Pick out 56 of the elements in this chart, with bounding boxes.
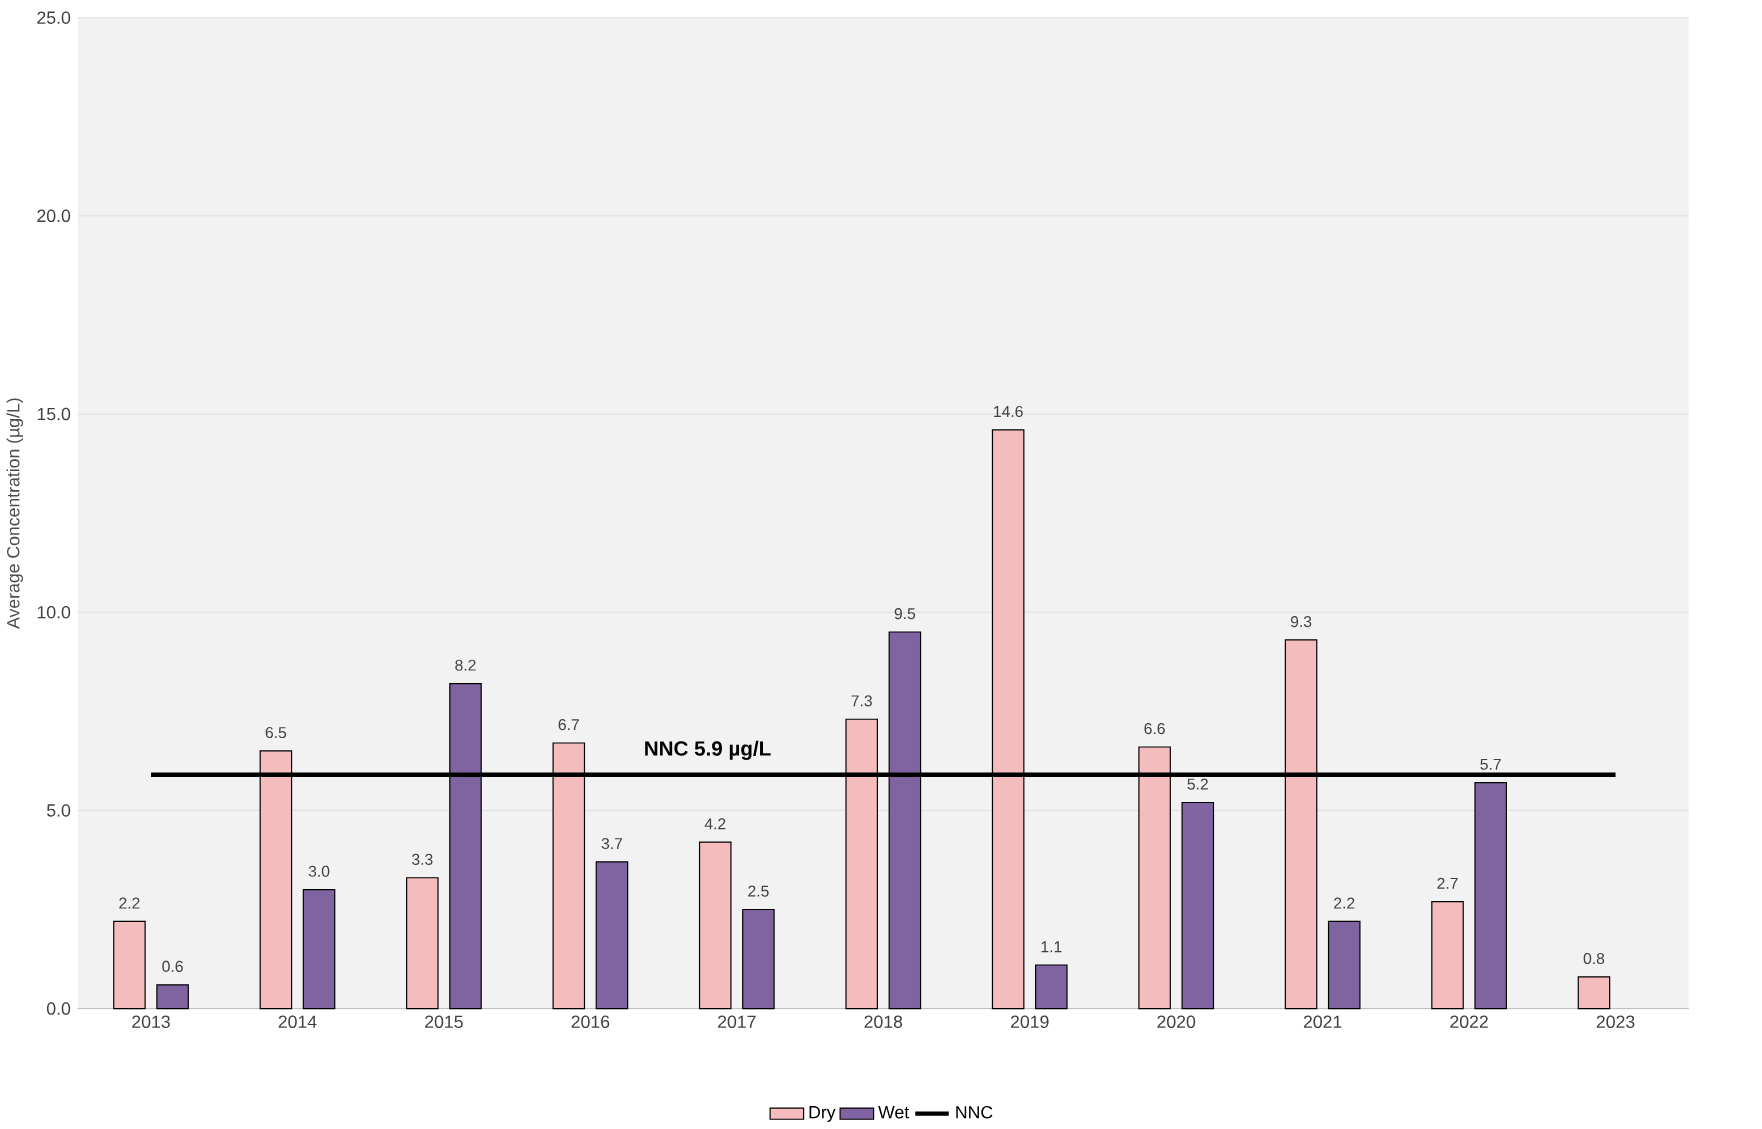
data-label: 6.5 bbox=[265, 726, 287, 739]
data-label: 0.6 bbox=[162, 960, 183, 972]
data-label: 3.3 bbox=[412, 853, 433, 865]
bar bbox=[595, 861, 629, 1010]
data-label: 2.2 bbox=[119, 897, 140, 909]
data-label: 6.7 bbox=[558, 719, 579, 731]
bar bbox=[1181, 801, 1215, 1010]
bar bbox=[1035, 964, 1068, 1010]
legend-label: NNC bbox=[956, 1105, 993, 1119]
bar bbox=[1474, 782, 1507, 1010]
data-label: 6.6 bbox=[1144, 722, 1165, 735]
x-tick-label: 2019 bbox=[1010, 1015, 1049, 1028]
x-tick-label: 2017 bbox=[718, 1015, 756, 1028]
data-label: 5.2 bbox=[1187, 778, 1208, 790]
bar bbox=[156, 984, 189, 1010]
data-label: 2.5 bbox=[748, 885, 769, 897]
data-label: 9.5 bbox=[894, 608, 916, 620]
x-tick-label: 2022 bbox=[1450, 1015, 1488, 1028]
data-label: 3.7 bbox=[601, 837, 623, 850]
data-label: 3.0 bbox=[308, 865, 330, 877]
y-tick-label: 15.0 bbox=[37, 407, 71, 421]
y-tick-label: 20.0 bbox=[37, 209, 71, 223]
x-tick-label: 2015 bbox=[425, 1015, 463, 1028]
x-tick-label: 2013 bbox=[132, 1015, 170, 1028]
y-tick-label: 25.0 bbox=[37, 11, 71, 24]
bar bbox=[1431, 900, 1464, 1010]
x-tick-label: 2021 bbox=[1303, 1015, 1342, 1028]
data-label: 8.2 bbox=[455, 659, 476, 671]
data-label: 4.2 bbox=[704, 818, 726, 830]
x-tick-label: 2018 bbox=[864, 1015, 903, 1028]
data-label: 0.8 bbox=[1583, 952, 1605, 964]
data-label: 1.1 bbox=[1041, 941, 1062, 953]
annotation: NNC 5.9 µg/L bbox=[645, 740, 771, 760]
x-tick-label: 2023 bbox=[1596, 1015, 1635, 1028]
bar bbox=[698, 841, 732, 1010]
bar bbox=[302, 889, 336, 1010]
bar bbox=[1577, 976, 1611, 1010]
data-label: 5.7 bbox=[1480, 758, 1501, 770]
y-tick-label: 5.0 bbox=[47, 804, 71, 817]
bar bbox=[113, 920, 146, 1010]
bar bbox=[742, 908, 775, 1010]
data-label: 2.2 bbox=[1334, 897, 1355, 909]
legend-label: Wet bbox=[878, 1106, 910, 1119]
legend-label: Dry bbox=[809, 1106, 836, 1122]
x-tick-label: 2020 bbox=[1157, 1015, 1196, 1028]
data-label: 7.3 bbox=[851, 695, 872, 707]
y-tick-label: 0.0 bbox=[46, 1002, 71, 1015]
x-tick-label: 2014 bbox=[278, 1015, 317, 1028]
data-label: 2.7 bbox=[1437, 877, 1458, 889]
y-axis-title: Average Concentration (µg/L) bbox=[6, 398, 23, 629]
y-tick-label: 10.0 bbox=[37, 605, 71, 619]
data-label: 14.6 bbox=[994, 405, 1023, 417]
data-label: 9.3 bbox=[1290, 615, 1312, 628]
bar bbox=[1327, 920, 1361, 1010]
x-tick-label: 2016 bbox=[571, 1015, 610, 1028]
bar bbox=[406, 877, 439, 1010]
